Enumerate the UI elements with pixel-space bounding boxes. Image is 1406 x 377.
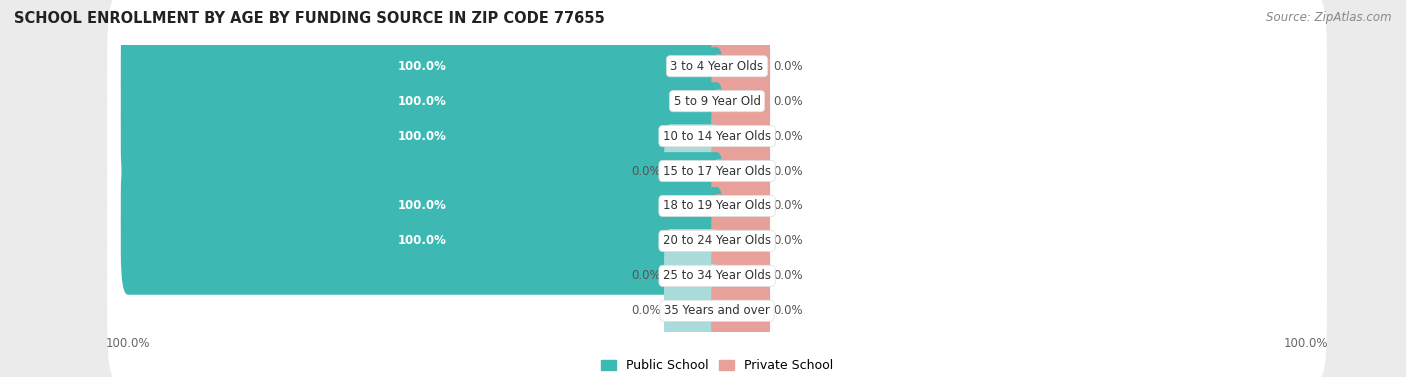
Text: 0.0%: 0.0% [773,199,803,213]
FancyBboxPatch shape [107,0,1327,135]
FancyBboxPatch shape [121,82,724,190]
FancyBboxPatch shape [711,19,770,113]
FancyBboxPatch shape [664,264,723,358]
FancyBboxPatch shape [107,207,1327,344]
Text: 25 to 34 Year Olds: 25 to 34 Year Olds [664,269,770,282]
Text: SCHOOL ENROLLMENT BY AGE BY FUNDING SOURCE IN ZIP CODE 77655: SCHOOL ENROLLMENT BY AGE BY FUNDING SOUR… [14,11,605,26]
Text: 100.0%: 100.0% [398,130,447,143]
Text: 0.0%: 0.0% [773,130,803,143]
FancyBboxPatch shape [711,159,770,253]
Text: 15 to 17 Year Olds: 15 to 17 Year Olds [664,164,770,178]
Text: 100.0%: 100.0% [398,95,447,108]
Text: 5 to 9 Year Old: 5 to 9 Year Old [673,95,761,108]
FancyBboxPatch shape [711,124,770,218]
FancyBboxPatch shape [121,48,724,155]
FancyBboxPatch shape [107,33,1327,170]
Text: 0.0%: 0.0% [631,304,661,317]
FancyBboxPatch shape [107,138,1327,274]
Text: 20 to 24 Year Olds: 20 to 24 Year Olds [664,234,770,247]
Text: 18 to 19 Year Olds: 18 to 19 Year Olds [664,199,770,213]
FancyBboxPatch shape [107,172,1327,310]
Text: 0.0%: 0.0% [773,234,803,247]
Text: 0.0%: 0.0% [773,95,803,108]
Text: 100.0%: 100.0% [398,199,447,213]
FancyBboxPatch shape [107,103,1327,239]
Text: 10 to 14 Year Olds: 10 to 14 Year Olds [664,130,770,143]
FancyBboxPatch shape [711,264,770,358]
FancyBboxPatch shape [711,89,770,183]
Legend: Public School, Private School: Public School, Private School [596,354,838,377]
FancyBboxPatch shape [107,67,1327,205]
FancyBboxPatch shape [121,152,724,260]
Text: 0.0%: 0.0% [773,304,803,317]
FancyBboxPatch shape [664,124,723,218]
Text: 0.0%: 0.0% [773,60,803,73]
FancyBboxPatch shape [711,194,770,288]
FancyBboxPatch shape [664,229,723,323]
FancyBboxPatch shape [121,187,724,295]
Text: 35 Years and over: 35 Years and over [664,304,770,317]
Text: 100.0%: 100.0% [398,234,447,247]
Text: 0.0%: 0.0% [773,164,803,178]
Text: 0.0%: 0.0% [631,269,661,282]
Text: 100.0%: 100.0% [398,60,447,73]
FancyBboxPatch shape [107,242,1327,377]
FancyBboxPatch shape [711,54,770,148]
Text: 0.0%: 0.0% [773,269,803,282]
FancyBboxPatch shape [121,12,724,120]
Text: Source: ZipAtlas.com: Source: ZipAtlas.com [1267,11,1392,24]
Text: 3 to 4 Year Olds: 3 to 4 Year Olds [671,60,763,73]
Text: 0.0%: 0.0% [631,164,661,178]
FancyBboxPatch shape [711,229,770,323]
